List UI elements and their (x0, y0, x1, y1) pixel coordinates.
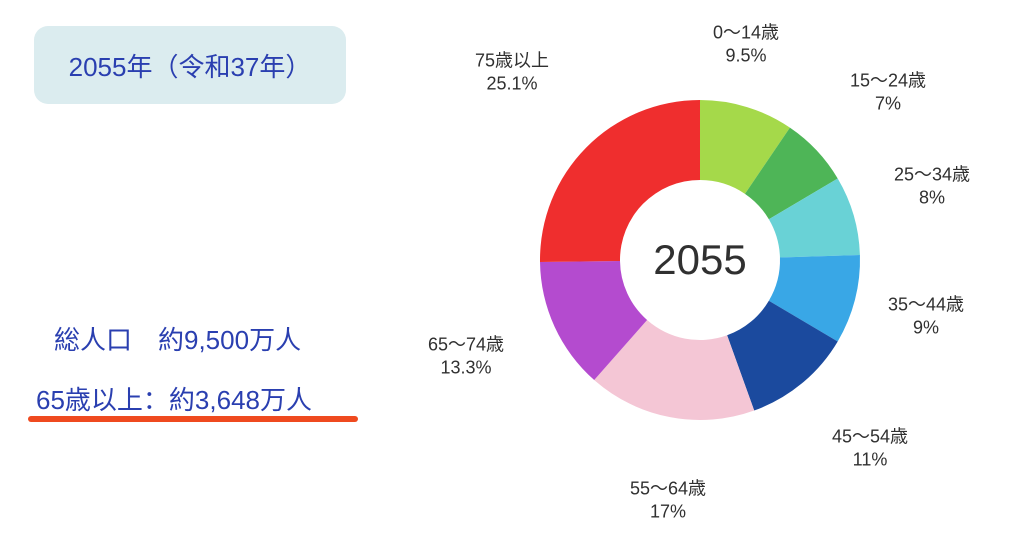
donut-slice-label-6: 65〜74歳13.3% (428, 334, 504, 379)
donut-slice-name: 0〜14歳 (713, 22, 779, 45)
donut-slice-name: 45〜54歳 (832, 426, 908, 449)
donut-slice-name: 55〜64歳 (630, 478, 706, 501)
donut-slice-value: 9% (888, 316, 964, 339)
donut-center-label: 2055 (653, 236, 746, 284)
donut-slice-label-4: 45〜54歳11% (832, 426, 908, 471)
donut-chart: 2055 0〜14歳9.5% 15〜24歳7% 25〜34歳8% 35〜44歳9% 45… (0, 0, 1024, 538)
donut-slice-value: 11% (832, 448, 908, 471)
donut-slice-label-0: 0〜14歳9.5% (713, 22, 779, 67)
donut-slice-name: 25〜34歳 (894, 164, 970, 187)
donut-slice-label-7: 75歳以上25.1% (475, 50, 549, 95)
donut-slice-value: 13.3% (428, 356, 504, 379)
donut-slice-name: 75歳以上 (475, 50, 549, 73)
donut-slice-label-5: 55〜64歳17% (630, 478, 706, 523)
donut-slice-label-2: 25〜34歳8% (894, 164, 970, 209)
donut-slice-value: 25.1% (475, 72, 549, 95)
donut-slice-name: 65〜74歳 (428, 334, 504, 357)
donut-slice-value: 17% (630, 500, 706, 523)
donut-slice-name: 35〜44歳 (888, 294, 964, 317)
figure-root: { "canvas": { "width": 1024, "height": 5… (0, 0, 1024, 538)
donut-slice-value: 8% (894, 186, 970, 209)
donut-slice-label-1: 15〜24歳7% (850, 70, 926, 115)
donut-slice-value: 7% (850, 92, 926, 115)
donut-slice-value: 9.5% (713, 44, 779, 67)
donut-slice-name: 15〜24歳 (850, 70, 926, 93)
donut-slice-label-3: 35〜44歳9% (888, 294, 964, 339)
